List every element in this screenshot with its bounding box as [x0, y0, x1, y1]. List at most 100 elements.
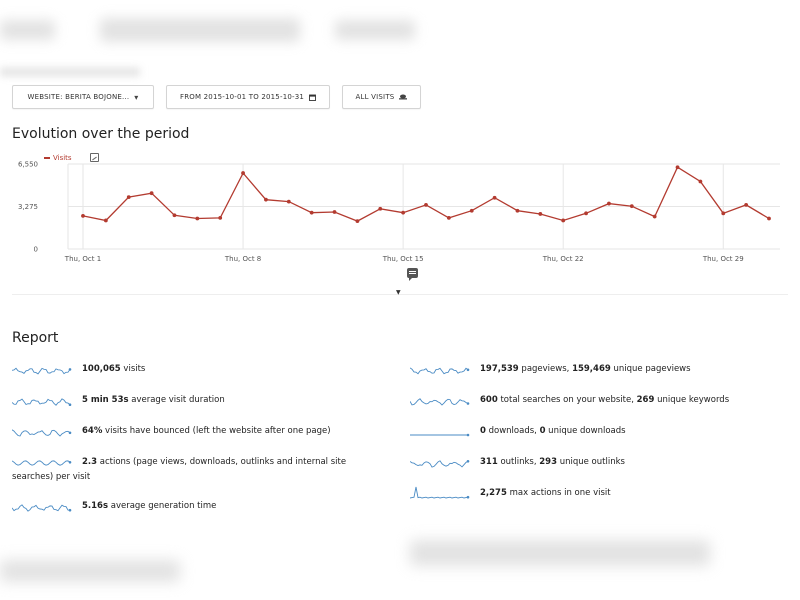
visits-data-point: [744, 202, 749, 207]
sparkline-end-dot: [466, 495, 470, 499]
report-metric-bold: 197,539: [480, 364, 519, 374]
sparkline-path: [410, 486, 469, 499]
visits-data-point: [218, 215, 223, 220]
date-range-selector[interactable]: FROM 2015-10-01 TO 2015-10-31: [166, 85, 330, 109]
x-tick-label: Thu, Oct 1: [64, 255, 101, 263]
sparkline-path: [12, 429, 71, 437]
sparkline-end-dot: [466, 368, 470, 372]
sparkline-end-dot: [466, 402, 470, 405]
report-metric-bold: 0: [480, 426, 486, 436]
sparkline-path: [410, 398, 469, 406]
collapse-arrow-icon[interactable]: ▼: [396, 289, 401, 296]
report-metric-text2: unique pageviews: [610, 364, 691, 374]
chart-legend[interactable]: Visits: [44, 154, 72, 162]
visits-data-point: [103, 218, 108, 223]
visits-data-point: [629, 204, 634, 209]
report-metric-right-3: 311 outlinks, 293 unique outlinks: [480, 455, 780, 470]
report-metric-bold: 600: [480, 395, 498, 405]
sparkline-end-dot: [68, 403, 72, 406]
report-metric-left-1: 5 min 53s average visit duration: [82, 393, 382, 408]
chevron-down-icon: ▾: [134, 92, 139, 102]
segment-icon: [399, 94, 408, 100]
sparkline[interactable]: [12, 362, 72, 378]
visits-data-point: [195, 216, 200, 221]
report-metric-text: actions (page views, downloads, outlinks…: [97, 457, 347, 467]
segment-selector[interactable]: ALL VISITS: [342, 85, 421, 109]
visits-data-point: [652, 214, 657, 219]
evolution-title: Evolution over the period: [12, 126, 190, 142]
website-selector[interactable]: WEBSITE: BERITA BOJONE... ▾: [12, 85, 154, 109]
visits-data-point: [561, 218, 566, 223]
report-metric-right-1: 600 total searches on your website, 269 …: [480, 393, 780, 408]
blurred-header: [0, 0, 800, 60]
sparkline-end-dot: [68, 431, 72, 435]
report-metric-text2: unique downloads: [545, 426, 626, 436]
calendar-icon: [309, 94, 316, 101]
x-tick-label: Thu, Oct 29: [702, 255, 744, 263]
segment-label: ALL VISITS: [355, 93, 395, 101]
visits-data-point: [378, 206, 383, 211]
sparkline-path: [12, 367, 71, 375]
sparkline[interactable]: [410, 393, 470, 409]
sparkline-end-dot: [466, 433, 470, 437]
visits-data-point: [767, 216, 771, 221]
report-metric-text: visits: [120, 364, 146, 374]
sparkline-path: [410, 460, 469, 468]
report-metric-bold: 100,065: [82, 364, 121, 374]
report-metric-right-0: 197,539 pageviews, 159,469 unique pagevi…: [480, 362, 780, 377]
visits-data-point: [446, 215, 451, 220]
visits-series-line: [82, 166, 770, 222]
report-metric-text: max actions in one visit: [506, 488, 611, 498]
report-metric-text: average generation time: [108, 501, 217, 511]
sparkline[interactable]: [410, 455, 470, 471]
x-tick-label: Thu, Oct 15: [382, 255, 424, 263]
x-tick-label: Thu, Oct 22: [542, 255, 584, 263]
report-metric-bold: 64%: [82, 426, 103, 436]
sparkline[interactable]: [12, 424, 72, 440]
report-metric-text2: unique outlinks: [557, 457, 625, 467]
visits-data-point: [675, 165, 680, 170]
report-metric-bold2: 293: [539, 457, 557, 467]
visits-data-point: [149, 191, 154, 196]
sparkline-end-dot: [68, 368, 72, 371]
website-selector-label: WEBSITE: BERITA BOJONE...: [27, 93, 130, 101]
visits-data-point: [81, 214, 85, 218]
sparkline[interactable]: [410, 362, 470, 378]
visits-data-point: [538, 212, 543, 216]
report-metric-bold: 311: [480, 457, 498, 467]
sparkline[interactable]: [410, 424, 470, 440]
visits-data-point: [355, 219, 360, 223]
report-metric-wrap: searches) per visit: [12, 472, 91, 482]
report-metric-text: pageviews,: [518, 364, 573, 374]
report-metric-bold2: 269: [636, 395, 655, 405]
blurred-footer-right: [410, 540, 710, 566]
report-metric-left-0: 100,065 visits: [82, 362, 382, 377]
blurred-logo: [0, 20, 55, 40]
sparkline-end-dot: [68, 461, 72, 464]
sparkline[interactable]: [12, 499, 72, 515]
report-metric-bold: 5.16s: [82, 501, 109, 511]
report-metric-text: total searches on your website,: [497, 395, 637, 405]
y-tick-label: 0: [34, 246, 38, 254]
annotations-icon[interactable]: [407, 268, 418, 281]
visits-data-point: [698, 179, 703, 184]
chart-divider: [12, 294, 788, 295]
report-title: Report: [12, 330, 59, 346]
report-metric-left-2: 64% visits have bounced (left the websit…: [82, 424, 382, 439]
visits-data-point: [469, 208, 474, 213]
export-chart-icon[interactable]: [90, 153, 99, 162]
report-metric-bold2: 159,469: [572, 364, 611, 374]
visits-data-point: [286, 199, 291, 204]
report-metric-left-3: 2.3 actions (page views, downloads, outl…: [82, 455, 382, 470]
visits-data-point: [515, 208, 520, 213]
sparkline[interactable]: [12, 455, 72, 471]
sparkline[interactable]: [410, 486, 470, 502]
visits-data-point: [401, 210, 406, 215]
sparkline[interactable]: [12, 393, 72, 409]
x-tick-label: Thu, Oct 8: [224, 255, 261, 263]
blurred-nav: [100, 18, 300, 42]
visits-data-point: [332, 210, 337, 214]
report-metric-text: visits have bounced (left the website af…: [102, 426, 331, 436]
report-metric-right-2: 0 downloads, 0 unique downloads: [480, 424, 780, 439]
legend-label-visits: Visits: [53, 154, 72, 162]
